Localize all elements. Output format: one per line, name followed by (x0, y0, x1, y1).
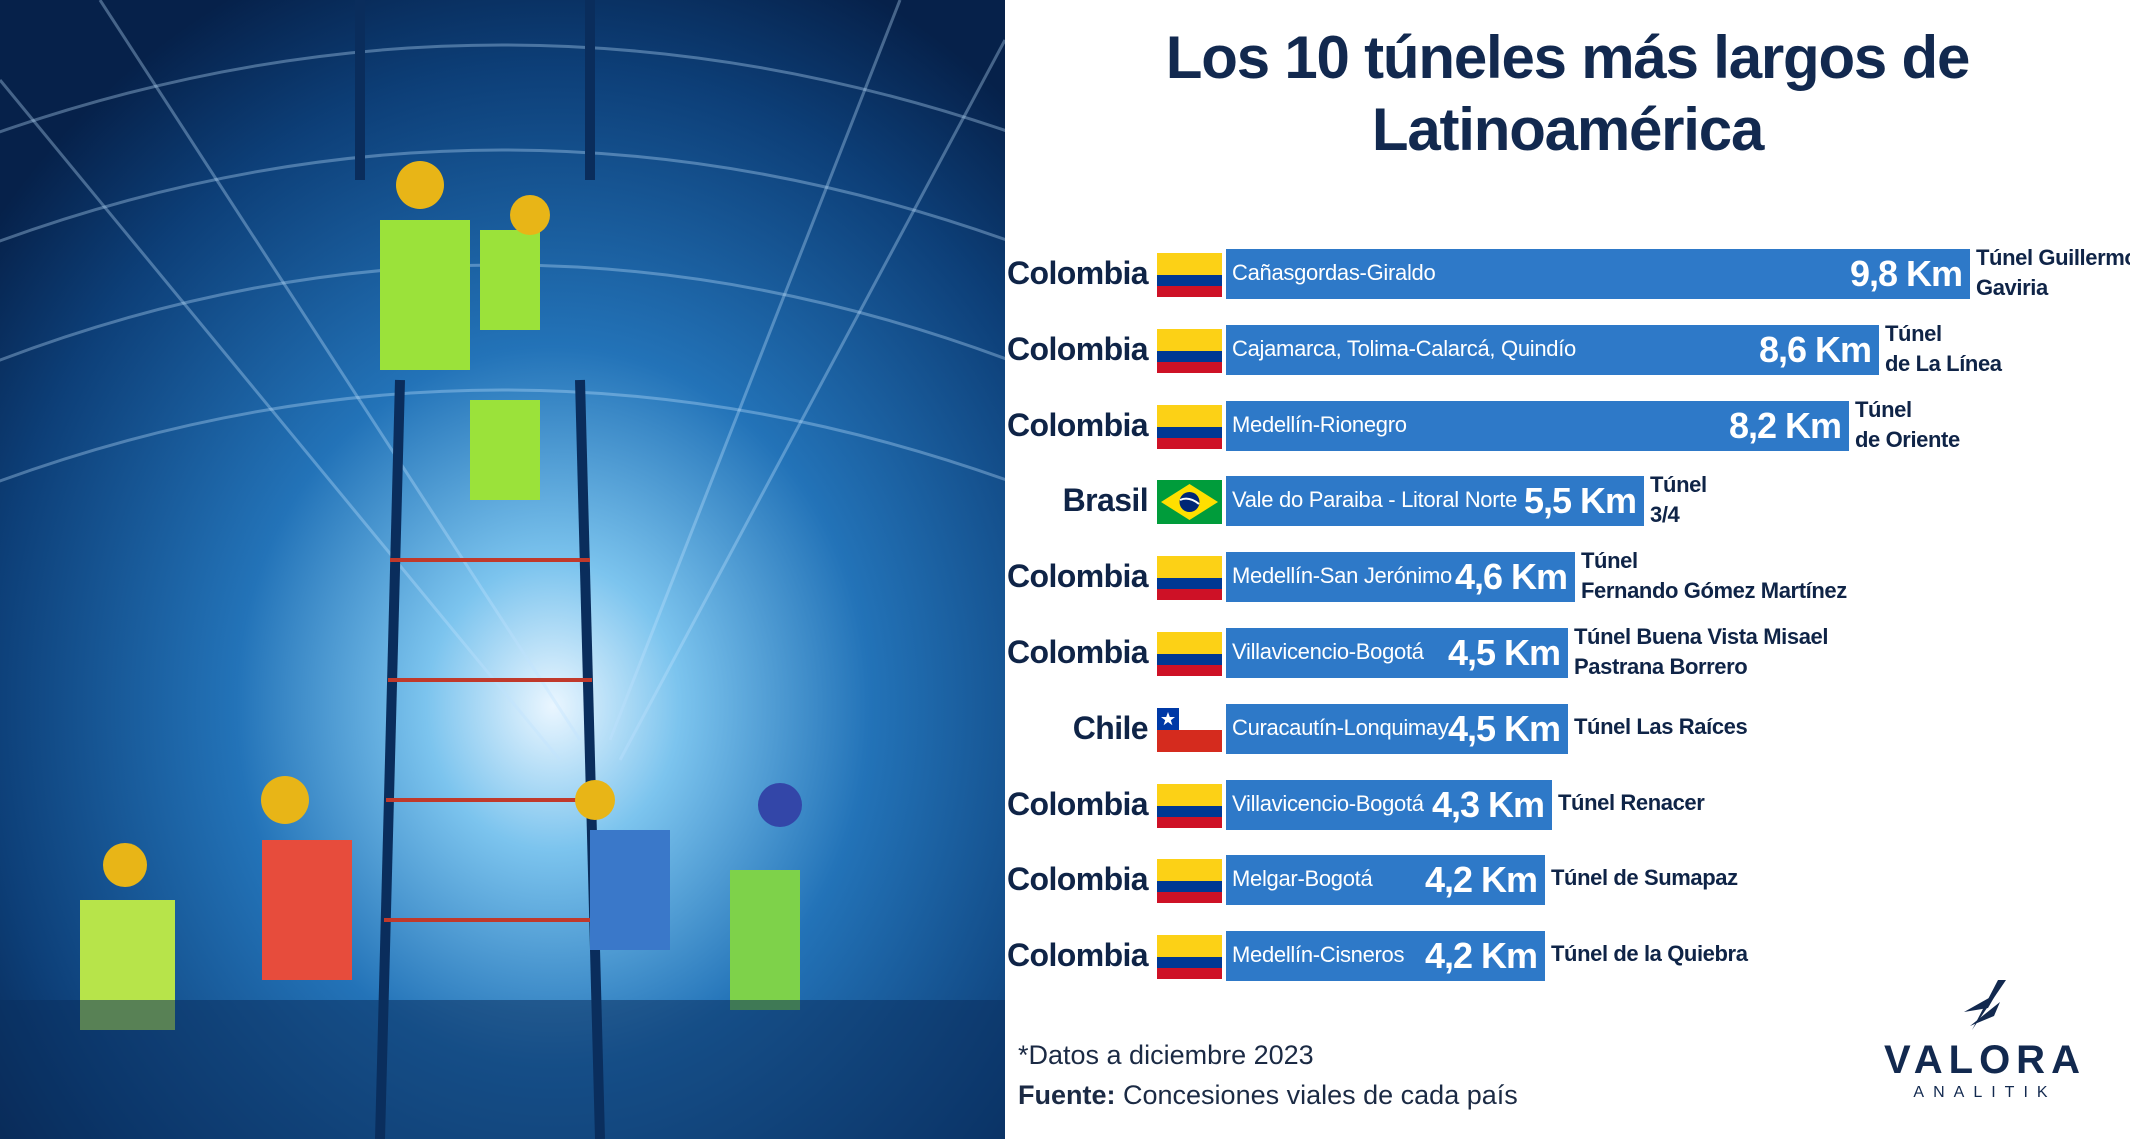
value-label: 4,5 Km (1447, 632, 1561, 673)
route-label: Cañasgordas-Giraldo (1232, 260, 1436, 285)
tunnel-workers-photo (0, 0, 1005, 1139)
colombia-flag-icon (1157, 404, 1222, 449)
tunnel-name-line: 3/4 (1650, 502, 1680, 528)
route-label: Curacautín-Lonquimay (1232, 714, 1449, 740)
value-label: 9,8 Km (1849, 253, 1963, 294)
bar-row: Colombia Medellín-Cisneros 4,2 Km Túnel de … (1005, 929, 2130, 989)
tunnel-name-line: de La Línea (1885, 350, 2002, 376)
bar: Vale do Paraiba - Litoral Norte 5,5 Km (1226, 476, 1644, 527)
bar: Medellín-Rionegro 8,2 Km (1226, 400, 1849, 451)
value-label: 4,2 Km (1424, 859, 1538, 901)
footnote: *Datos a diciembre 2023 (1018, 1040, 1314, 1070)
bar-row: Colombia Medellín-San Jerónimo 4,6 Km Túnel… (1005, 548, 2130, 610)
tunnel-name-line: Túnel (1855, 396, 1912, 422)
tunnel-name-line: Túnel (1885, 320, 1942, 346)
colombia-flag-icon (1157, 632, 1222, 676)
bar: Curacautín-Lonquimay 4,5 Km (1226, 703, 1568, 754)
source-text: Concesiones viales de cada país (1115, 1080, 1518, 1110)
chart-title: Los 10 túneles más largos de Latinoaméri… (1005, 22, 2130, 166)
value-label: 8,2 Km (1728, 404, 1842, 446)
bar-row: Colombia Villavicencio-Bogotá 4,5 Km Túnel … (1005, 624, 2130, 686)
tunnel-name: Túnel Las Raíces (1574, 712, 1748, 742)
bar: Cajamarca, Tolima-Calarcá, Quindío 8,6 Km (1226, 324, 1879, 375)
tunnel-name-line: Túnel de la Quiebra (1551, 941, 1748, 967)
chart-title-line2: Latinoamérica (1371, 96, 1764, 163)
route-label: Medellín-Rionegro (1232, 411, 1407, 437)
tunnel-name-line: Pastrana Borrero (1574, 654, 1748, 679)
logo-subtitle: ANALITIK (1913, 1084, 2057, 1101)
country-label: Brasil (1062, 482, 1149, 519)
bar-row: Colombia Melgar-Bogotá 4,2 Km Túnel de Suma… (1005, 853, 2130, 913)
country-label: Colombia (1007, 634, 1149, 670)
tunnels-bar-chart: Colombia Cañasgordas-Giraldo 9,8 Km Túnel G… (1005, 0, 2130, 1139)
bar: Medellín-Cisneros 4,2 Km (1226, 931, 1545, 982)
country-label: Colombia (1007, 406, 1149, 443)
country-label: Colombia (1007, 255, 1149, 291)
chile-flag-icon (1157, 707, 1222, 752)
bar: Cañasgordas-Giraldo 9,8 Km (1226, 249, 1970, 299)
bar-row: Chile Curacautín-Lonquimay 4,5 Km Túnel Las… (1005, 702, 2130, 762)
country-label: Colombia (1007, 861, 1149, 898)
tunnel-name: Túnel Renacer (1558, 788, 1705, 818)
tunnel-name-line: Fernando Gómez Martínez (1581, 578, 1847, 604)
country-label: Chile (1072, 709, 1149, 746)
colombia-flag-icon (1157, 935, 1222, 980)
route-label: Medellín-San Jerónimo (1232, 563, 1452, 589)
colombia-flag-icon (1157, 556, 1222, 601)
logo-wordmark: VALORA (1884, 1038, 2086, 1082)
route-label: Melgar-Bogotá (1232, 866, 1373, 892)
valora-mark-icon (1964, 980, 2006, 1030)
tunnel-name: Túnel 3/4 (1650, 470, 1707, 530)
bar-row: Colombia Cajamarca, Tolima-Calarcá, Quind… (1005, 321, 2130, 383)
route-label: Villavicencio-Bogotá (1232, 639, 1424, 664)
bar-row: Brasil Vale do Paraiba - Litoral Norte 5,5… (1005, 472, 2130, 534)
route-label: Medellín-Cisneros (1232, 942, 1405, 968)
country-label: Colombia (1007, 937, 1149, 974)
tunnel-name-line: Túnel Las Raíces (1574, 713, 1748, 739)
chart-title-line1: Los 10 túneles más largos de (1165, 24, 1971, 91)
tunnel-name-line: Túnel (1581, 548, 1638, 574)
bar-row: Colombia Villavicencio-Bogotá 4,3 Km Túnel … (1005, 778, 2130, 838)
tunnel-name: Túnel de la Quiebra (1551, 939, 1748, 969)
colombia-flag-icon (1157, 783, 1222, 828)
bar-row: Colombia Cañasgordas-Giraldo 9,8 Km Túnel G… (1005, 245, 2130, 307)
country-label: Colombia (1007, 330, 1149, 367)
bar: Medellín-San Jerónimo 4,6 Km (1226, 552, 1575, 603)
bar-row: Colombia Medellín-Rionegro 8,2 Km Túnel de O… (1005, 397, 2130, 459)
brasil-flag-icon (1157, 480, 1222, 525)
tunnel-name-line: Gaviria (1976, 275, 2048, 300)
colombia-flag-icon (1157, 328, 1222, 373)
tunnel-name-line: Túnel de Sumapaz (1551, 865, 1738, 891)
source-note: Fuente: Concesiones viales de cada país (1018, 1080, 1518, 1111)
country-label: Colombia (1007, 558, 1149, 595)
tunnel-name: Túnel Guillermo Gaviria (1976, 243, 2130, 303)
route-label: Cajamarca, Tolima-Calarcá, Quindío (1232, 335, 1576, 361)
value-label: 5,5 Km (1523, 480, 1637, 522)
tunnel-name-line: de Oriente (1855, 426, 1960, 452)
tunnel-name: Túnel de Oriente (1855, 395, 1960, 455)
colombia-flag-icon (1157, 253, 1222, 297)
value-label: 8,6 Km (1758, 328, 1872, 370)
colombia-flag-icon (1157, 859, 1222, 904)
tunnel-name: Túnel Buena Vista Misael Pastrana Borrero (1574, 622, 1828, 682)
tunnel-name-line: Túnel Guillermo (1976, 245, 2130, 270)
tunnel-name: Túnel de Sumapaz (1551, 863, 1738, 893)
value-label: 4,6 Km (1454, 556, 1568, 598)
value-label: 4,3 Km (1431, 783, 1545, 825)
valora-analitik-logo: VALORA ANALITIK (1880, 972, 2090, 1102)
route-label: Vale do Paraiba - Litoral Norte (1232, 487, 1518, 513)
route-label: Villavicencio-Bogotá (1232, 790, 1424, 816)
tunnel-name: Túnel Fernando Gómez Martínez (1581, 546, 1847, 606)
tunnel-name-line: Túnel Buena Vista Misael (1574, 624, 1829, 649)
tunnel-name-line: Túnel (1650, 472, 1707, 498)
tunnel-name: Túnel de La Línea (1885, 319, 2002, 379)
value-label: 4,2 Km (1424, 935, 1538, 977)
value-label: 4,5 Km (1447, 707, 1561, 749)
country-label: Colombia (1007, 785, 1149, 822)
bar: Villavicencio-Bogotá 4,5 Km (1226, 628, 1568, 678)
source-label: Fuente: (1018, 1080, 1116, 1110)
bar: Villavicencio-Bogotá 4,3 Km (1226, 779, 1552, 830)
tunnel-name-line: Túnel Renacer (1558, 789, 1705, 815)
bar: Melgar-Bogotá 4,2 Km (1226, 855, 1545, 906)
